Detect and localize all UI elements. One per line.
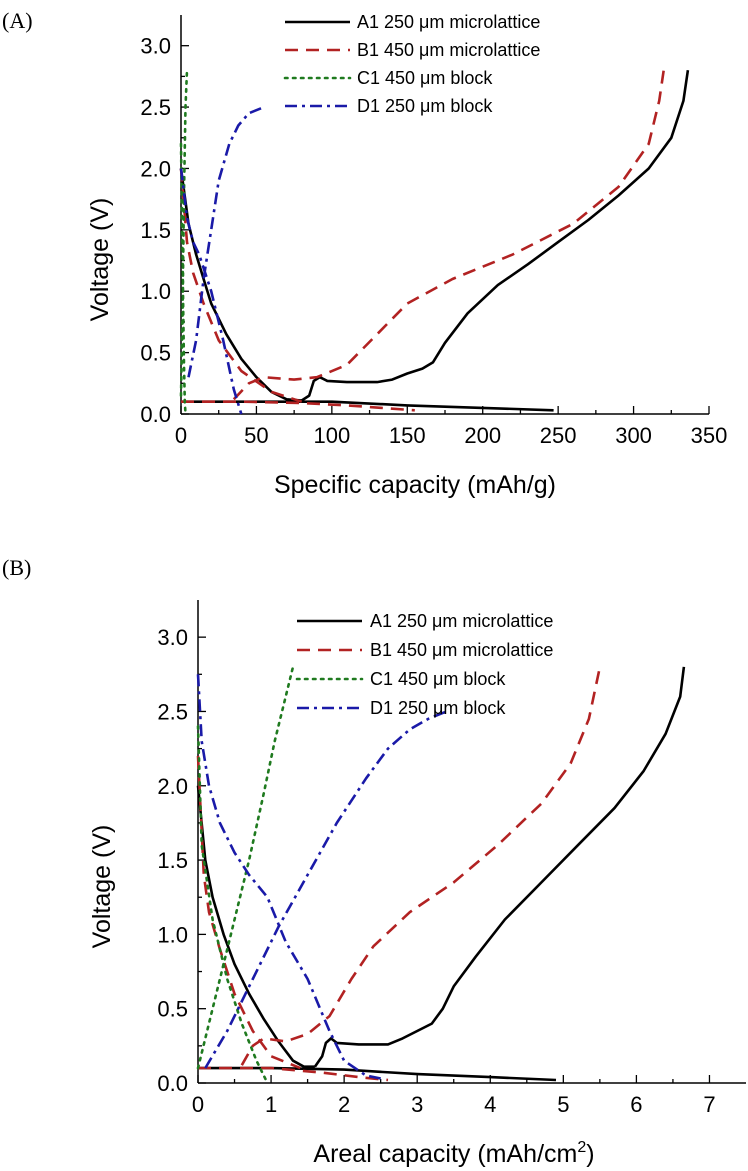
series-line-c1-segment-2 <box>179 68 189 397</box>
series-line-b1-segment-3 <box>232 70 665 401</box>
x-tick-label: 4 <box>484 1092 496 1117</box>
y-tick-label: 1.5 <box>140 218 171 243</box>
legend-label: A1 250 μm microlattice <box>370 611 553 631</box>
y-tick-label: 2.0 <box>157 774 188 799</box>
y-tick-label: 1.0 <box>140 279 171 304</box>
y-tick-label: 0.0 <box>157 1071 188 1096</box>
x-tick-label: 100 <box>313 423 350 448</box>
x-tick-label: 7 <box>703 1092 715 1117</box>
x-tick-label: 2 <box>338 1092 350 1117</box>
y-axis-title: Voltage (V) <box>88 825 116 949</box>
y-axis-title: Voltage (V) <box>86 198 114 322</box>
series-line-d1-segment-1 <box>179 168 243 415</box>
series-line-d1-segment-1 <box>196 674 381 1080</box>
x-axis-title-text: Areal capacity (mAh/cm <box>313 1140 577 1168</box>
series-line-b1-segment-3 <box>240 666 602 1066</box>
x-tick-label: 300 <box>615 423 652 448</box>
x-tick-label: 200 <box>464 423 501 448</box>
x-tick-label: 0 <box>175 423 187 448</box>
x-axis-title-tail: ) <box>586 1140 594 1168</box>
x-tick-label: 5 <box>557 1092 569 1117</box>
series-line-a1-segment-1 <box>196 785 315 1068</box>
y-tick-label: 1.5 <box>157 848 188 873</box>
series-line-b1-segment-1 <box>196 755 301 1070</box>
x-tick-label: 350 <box>691 423 728 448</box>
y-tick-label: 3.0 <box>140 34 171 59</box>
series-line-d1-segment-2 <box>204 710 447 1069</box>
y-tick-label: 0.5 <box>157 997 188 1022</box>
y-tick-label: 2.0 <box>140 156 171 181</box>
series-line-b1-segment-2 <box>198 1066 389 1082</box>
legend-label: C1 450 μm block <box>357 68 493 88</box>
series-line-c1-segment-1 <box>196 725 269 1085</box>
x-tick-label: 6 <box>630 1092 642 1117</box>
series-line-a1-segment-2 <box>198 1066 557 1082</box>
legend-label: B1 450 μm microlattice <box>370 640 553 660</box>
chart-panel-a: (A) 0.0 0.5 1.0 1.5 2.0 2.5 3.0 0 50 100 150 200 250 3… <box>2 8 727 499</box>
series-line-a1-segment-1 <box>179 168 302 402</box>
y-tick-label: 0.5 <box>140 341 171 366</box>
x-tick-label: 3 <box>411 1092 423 1117</box>
x-tick-label: 250 <box>540 423 577 448</box>
legend-label: C1 450 μm block <box>370 669 506 689</box>
x-axis-title-text: Specific capacity (mAh/g) <box>274 471 556 499</box>
legend-label: D1 250 μm block <box>370 698 506 718</box>
x-tick-label: 0 <box>192 1092 204 1117</box>
series-line-b1-segment-1 <box>179 168 303 403</box>
y-tick-label: 2.5 <box>157 699 188 724</box>
x-axis-title-superscript: 2 <box>577 1139 586 1156</box>
panel-label: (B) <box>2 555 31 580</box>
y-tick-label: 0.0 <box>140 402 171 427</box>
x-axis-title: Areal capacity (mAh/cm2) <box>313 1139 594 1168</box>
panel-label: (A) <box>2 8 33 33</box>
y-tick-label: 1.0 <box>157 922 188 947</box>
legend-label: A1 250 μm microlattice <box>357 12 540 32</box>
x-axis-title: Specific capacity (mAh/g) <box>274 471 556 499</box>
series-line-a1-segment-2 <box>181 400 554 412</box>
x-tick-label: 150 <box>389 423 426 448</box>
y-tick-label: 2.5 <box>140 95 171 120</box>
legend-label: B1 450 μm microlattice <box>357 40 540 60</box>
series-line-d1-segment-2 <box>187 105 265 378</box>
x-tick-label: 50 <box>244 423 268 448</box>
series-line-c1-segment-2 <box>196 665 295 1070</box>
series-line-a1-segment-3 <box>313 666 686 1068</box>
x-tick-label: 1 <box>265 1092 277 1117</box>
y-tick-label: 3.0 <box>157 625 188 650</box>
chart-panel-b: (B) 0.0 0.5 1.0 1.5 2.0 2.5 3.0 0 1 2 3 4 5 6 7 Areal ca… <box>2 555 746 1168</box>
series-line-a1-segment-3 <box>300 70 690 402</box>
legend-label: D1 250 μm block <box>357 96 493 116</box>
